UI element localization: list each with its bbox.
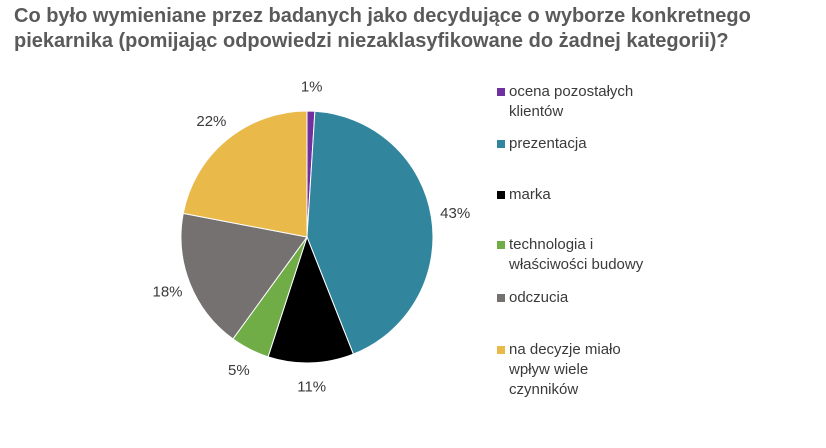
legend-swatch-3 bbox=[497, 241, 505, 249]
pie-slice-5 bbox=[182, 110, 308, 238]
pie-data-label-5: 22% bbox=[196, 113, 226, 130]
pie-data-label-2: 11% bbox=[297, 378, 326, 395]
legend-item-3: technologia i właściwości budowy bbox=[497, 235, 643, 275]
pie-slice-4 bbox=[180, 212, 308, 340]
legend-label-1: prezentacja bbox=[509, 135, 587, 152]
legend-swatch-0 bbox=[497, 88, 505, 96]
chart-title-line-2: piekarnika (pomijając odpowiedzi niezakl… bbox=[14, 30, 729, 52]
pie-data-label-0: 1% bbox=[301, 79, 323, 96]
chart-title: Co było wymieniane przez badanych jako d… bbox=[14, 4, 814, 54]
legend-label-4: odczucia bbox=[509, 289, 569, 306]
pie-data-label-3: 5% bbox=[228, 362, 250, 379]
legend-swatch-1 bbox=[497, 140, 505, 148]
legend-label-2: marka bbox=[509, 186, 551, 203]
pie-slice-2 bbox=[267, 235, 355, 364]
legend-swatch-5 bbox=[497, 346, 505, 354]
legend-item-5: na decyzje miało wpływ wiele czynników bbox=[497, 340, 621, 400]
legend-item-0: ocena pozostałych klientów bbox=[497, 82, 633, 122]
chart-title-line-1: Co było wymieniane przez badanych jako d… bbox=[14, 5, 751, 27]
legend-swatch-2 bbox=[497, 191, 505, 199]
legend-label-5: na decyzje miało wpływ wiele czynników bbox=[509, 341, 621, 398]
legend-item-1: prezentacja bbox=[497, 134, 587, 154]
pie-data-label-1: 43% bbox=[440, 205, 470, 222]
legend-item-2: marka bbox=[497, 185, 551, 205]
legend-item-4: odczucia bbox=[497, 288, 568, 308]
legend-label-0: ocena pozostałych klientów bbox=[509, 83, 634, 120]
pie-slice-1 bbox=[306, 110, 434, 355]
legend-label-3: technologia i właściwości budowy bbox=[509, 236, 644, 273]
legend-swatch-4 bbox=[497, 294, 505, 302]
pie-data-label-4: 18% bbox=[152, 284, 182, 301]
